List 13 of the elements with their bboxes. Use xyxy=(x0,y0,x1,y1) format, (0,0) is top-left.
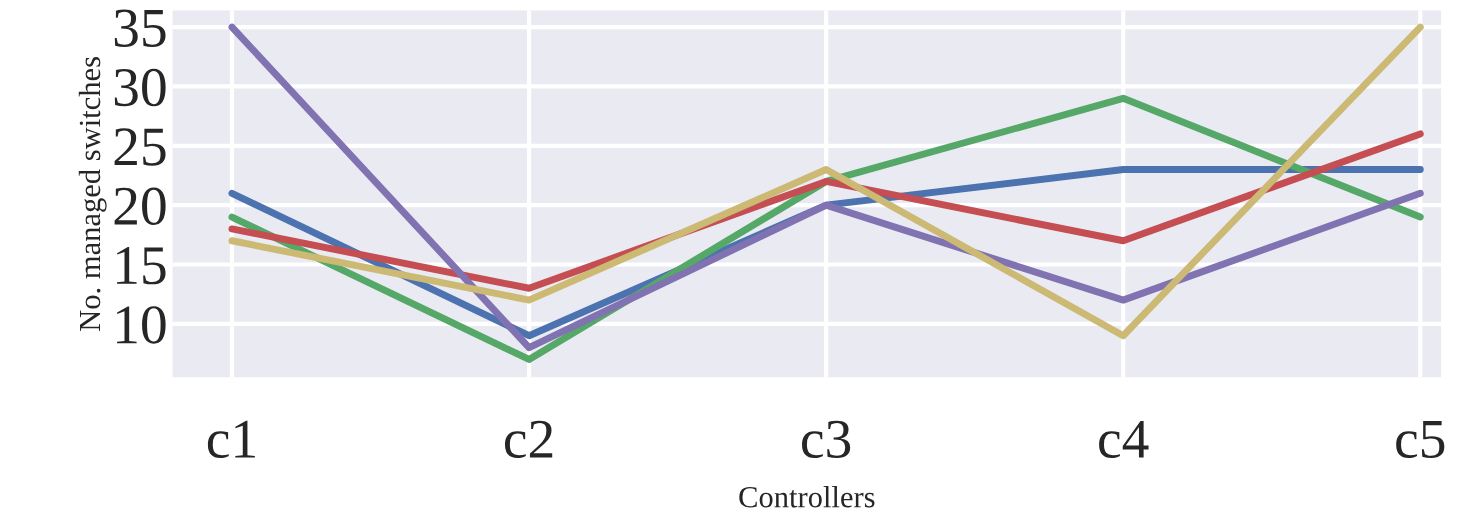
y-tick-label: 15 xyxy=(117,247,166,285)
y-tick-label: 30 xyxy=(114,68,166,107)
x-axis-title: Controllers xyxy=(739,486,875,508)
x-tick-label: c1 xyxy=(207,420,255,459)
x-tick-label: c2 xyxy=(504,420,553,459)
y-tick-label: 20 xyxy=(114,187,166,225)
y-tick-label: 25 xyxy=(114,128,166,166)
x-tick-label: c4 xyxy=(1099,420,1149,459)
y-tick-label: 35 xyxy=(114,9,166,47)
x-tick-label: c3 xyxy=(802,420,851,459)
y-tick-label: 10 xyxy=(117,306,166,344)
x-tick-label: c5 xyxy=(1396,421,1445,459)
y-axis-title: No. managed switches xyxy=(78,57,107,331)
